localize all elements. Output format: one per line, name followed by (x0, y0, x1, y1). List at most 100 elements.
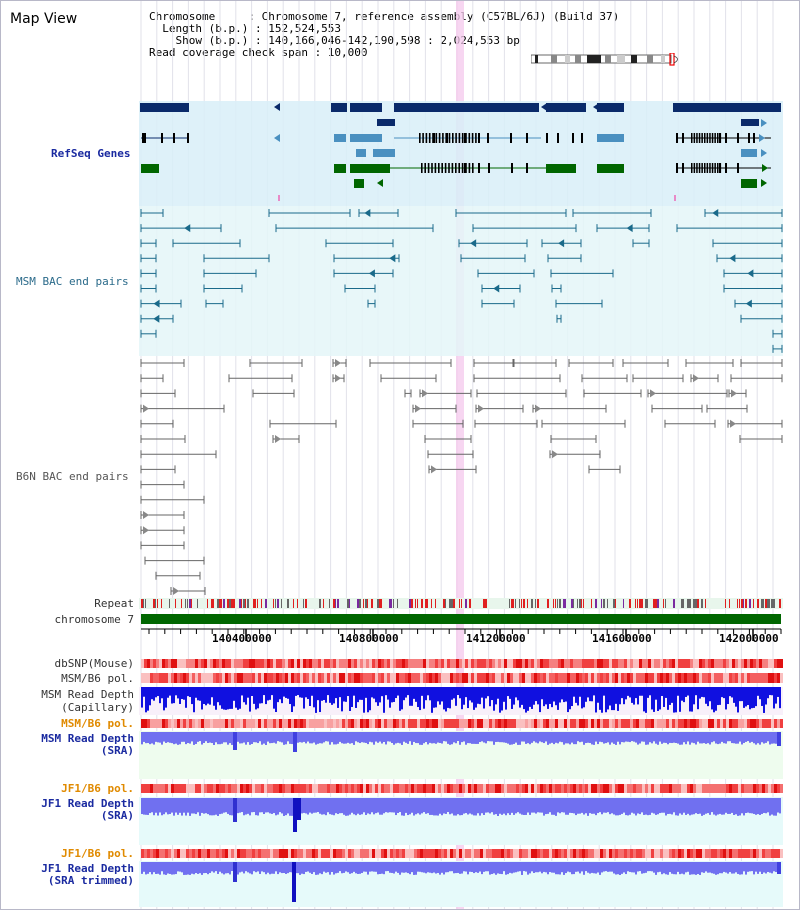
jf1-b6-pol2-cell (369, 849, 372, 858)
jf1-b6-pol-cell (366, 784, 369, 793)
depth-bar (375, 732, 377, 742)
jf1-b6-pol-label-2[interactable]: JF1/B6 pol. (61, 847, 134, 860)
dbsnp-cell (219, 659, 222, 668)
dbsnp-cell (465, 659, 468, 668)
gene-block (144, 133, 146, 143)
depth-bar (753, 687, 755, 708)
repeat-track[interactable] (139, 598, 783, 609)
depth-bar (561, 798, 563, 813)
msm-b6-pol-cell (186, 673, 189, 683)
repeat-element (185, 599, 186, 608)
depth-bar (161, 687, 163, 699)
depth-bar (499, 687, 501, 713)
depth-bar (595, 687, 597, 713)
dbsnp-cell (240, 659, 243, 668)
chromosome-info: Chromosome : Chromosome 7, reference ass… (149, 11, 619, 59)
depth-bar (537, 732, 539, 744)
chromosome-ideogram[interactable] (531, 53, 686, 67)
msm-b6-pol2-cell (504, 719, 507, 728)
depth-bar (363, 687, 365, 713)
msm-bac-label[interactable]: MSM BAC end pairs (16, 275, 129, 288)
b6n-bac-features[interactable] (140, 359, 783, 595)
dbsnp-cell (717, 659, 720, 668)
msm-b6-pol2-cell (741, 719, 744, 728)
msm-b6-pol-cell (195, 673, 198, 683)
chromosome-label[interactable]: chromosome 7 (54, 613, 134, 626)
depth-bar (489, 732, 491, 742)
msm-b6-pol2-cell (288, 719, 291, 728)
msm-b6-pol-cell (210, 673, 213, 683)
msm-b6-pol2-cell (597, 719, 600, 728)
msm-b6-pol-label[interactable]: MSM/B6 pol. (61, 672, 134, 685)
depth-bar (377, 862, 379, 875)
refseq-gene-features[interactable] (140, 103, 781, 201)
depth-bar (601, 732, 603, 743)
depth-bar (749, 862, 751, 872)
depth-bar (649, 687, 651, 696)
msm-b6-pol-cell (246, 673, 249, 683)
depth-bar (591, 798, 593, 814)
depth-bar (733, 862, 735, 874)
dbsnp-cell (675, 659, 678, 668)
msm-depth-capillary-label[interactable]: MSM Read Depth (41, 688, 134, 701)
jf1-b6-pol-cell (648, 784, 651, 793)
jf1-b6-pol2-cell (717, 849, 720, 858)
dbsnp-label[interactable]: dbSNP(Mouse) (54, 657, 134, 670)
depth-bar (587, 862, 589, 873)
depth-bar (509, 732, 511, 745)
dbsnp-cell (327, 659, 330, 668)
msm-bac-features[interactable] (140, 209, 783, 353)
depth-bar (727, 732, 729, 742)
jf1-b6-pol-cell (495, 784, 498, 793)
jf1-b6-pol2-cell (714, 849, 717, 858)
jf1-depth-trimmed-label[interactable]: JF1 Read Depth (41, 862, 134, 875)
repeat-element (521, 599, 522, 608)
depth-bar (361, 687, 363, 700)
depth-bar (769, 732, 771, 745)
polymorphism-tracks[interactable] (141, 659, 783, 858)
depth-bar (453, 862, 455, 874)
repeat-element (469, 599, 471, 608)
depth-bar (573, 687, 575, 697)
depth-bar (327, 798, 329, 813)
depth-bar (363, 862, 365, 872)
chromosome-bar[interactable] (141, 614, 781, 624)
msm-b6-pol-cell (393, 673, 396, 683)
depth-bar (347, 687, 349, 697)
msm-b6-pol2-cell (480, 719, 483, 728)
depth-bar (585, 862, 587, 872)
jf1-b6-pol-label[interactable]: JF1/B6 pol. (61, 782, 134, 795)
depth-bar (673, 862, 675, 875)
depth-bar (641, 862, 643, 874)
msm-b6-pol2-cell (699, 719, 702, 728)
b6n-bac-label[interactable]: B6N BAC end pairs (16, 470, 129, 483)
jf1-depth-sra-label[interactable]: JF1 Read Depth (41, 797, 134, 810)
msm-b6-pol-cell (585, 673, 588, 683)
jf1-b6-pol2-cell (366, 849, 369, 858)
msm-b6-pol-cell (309, 673, 312, 683)
msm-b6-pol-label-2[interactable]: MSM/B6 pol. (61, 717, 134, 730)
jf1-b6-pol-cell (477, 784, 480, 793)
repeat-label[interactable]: Repeat (94, 597, 134, 610)
depth-bar (227, 687, 229, 710)
depth-bar (681, 732, 683, 745)
refseq-genes-label[interactable]: RefSeq Genes (51, 147, 131, 160)
msm-b6-pol2-cell (507, 719, 510, 728)
msm-bac-track-bg (139, 206, 783, 356)
jf1-b6-pol-cell (702, 784, 705, 793)
read-depth-tracks[interactable] (139, 687, 783, 907)
dbsnp-cell (582, 659, 585, 668)
dbsnp-cell (339, 659, 342, 668)
depth-bar (539, 798, 541, 813)
depth-bar (703, 732, 705, 744)
msm-b6-pol-cell (573, 673, 576, 683)
msm-depth-sra-label[interactable]: MSM Read Depth (41, 732, 134, 745)
jf1-b6-pol-cell (408, 784, 411, 793)
depth-bar (241, 862, 243, 872)
depth-bar (511, 862, 513, 874)
depth-bar (147, 687, 149, 711)
msm-b6-pol2-cell (501, 719, 504, 728)
dbsnp-cell (684, 659, 687, 668)
depth-bar (383, 732, 385, 742)
